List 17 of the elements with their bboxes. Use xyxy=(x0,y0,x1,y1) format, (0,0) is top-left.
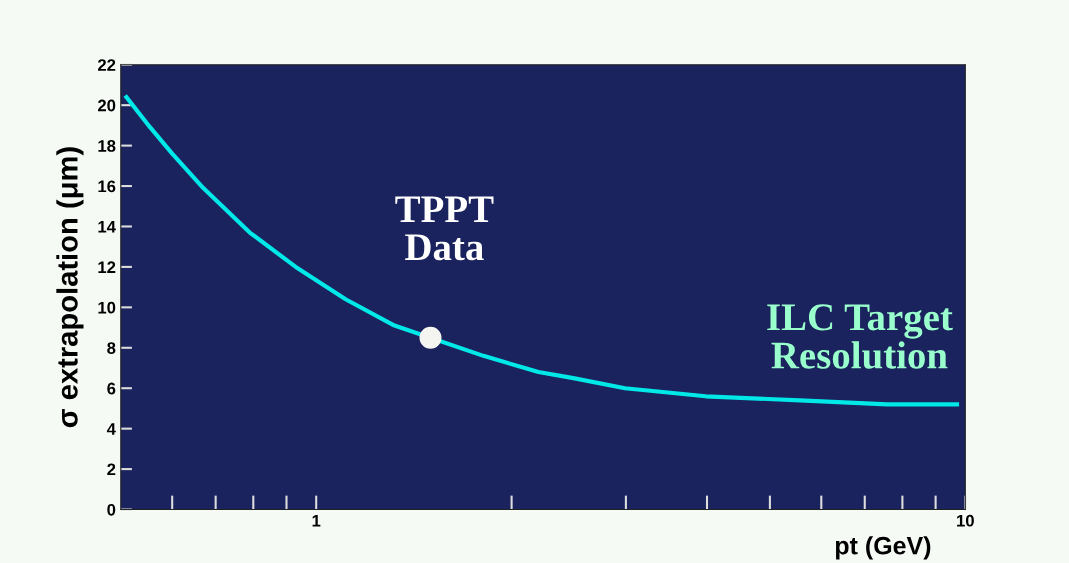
y-tick-label: 16 xyxy=(98,180,116,193)
x-axis-title: pt (GeV) xyxy=(835,536,931,560)
y-tick-label: 2 xyxy=(107,463,116,476)
y-axis-title: σ extrapolation (μm) xyxy=(56,147,84,428)
annotation: ILC Target Resolution xyxy=(767,304,953,369)
y-tick-label: 0 xyxy=(107,503,116,516)
y-tick-label: 4 xyxy=(106,423,116,435)
y-tick-label: 6 xyxy=(107,382,116,395)
y-tick-label: 10 xyxy=(98,301,116,314)
y-tick-label: 20 xyxy=(97,99,116,112)
y-tick-label: 8 xyxy=(107,342,116,354)
y-tick-label: 18 xyxy=(98,140,116,152)
y-tick-label: 14 xyxy=(98,221,116,233)
annotation: TPPT Data xyxy=(395,196,494,261)
y-tick-label: 12 xyxy=(98,261,116,273)
y-tick-label: 22 xyxy=(97,59,116,71)
x-tick-label: 1 xyxy=(312,514,321,527)
